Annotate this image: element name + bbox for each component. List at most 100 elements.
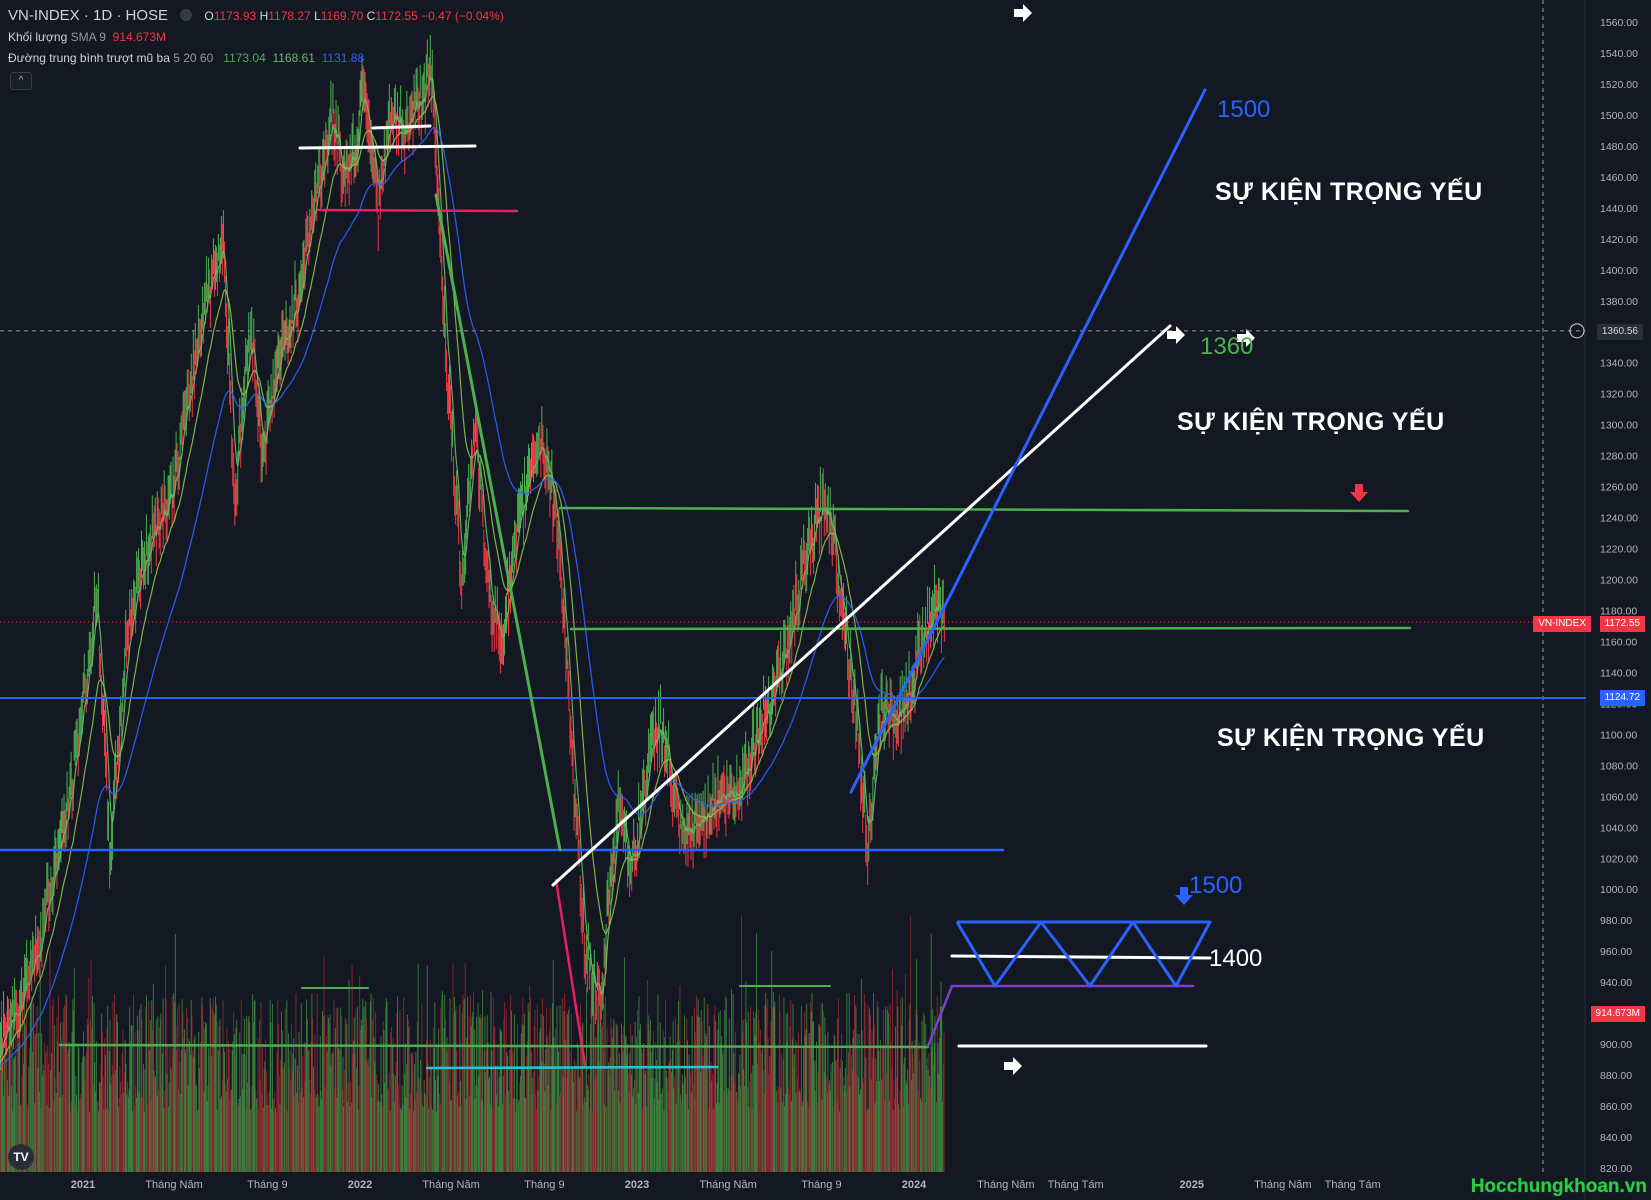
volume-bar [542, 998, 544, 1172]
volume-bar [596, 1074, 597, 1172]
volume-bar [656, 1081, 658, 1172]
volume-bar [342, 1056, 344, 1172]
pink-line[interactable] [316, 208, 519, 213]
volume-bar [314, 1034, 316, 1172]
volume-bar [938, 1073, 940, 1172]
volume-bar [903, 1063, 905, 1172]
volume-bar [819, 1027, 821, 1172]
volume-bar [505, 1008, 507, 1172]
volume-bar [632, 1096, 634, 1172]
volume-bar [696, 995, 698, 1172]
volume-bar [910, 1080, 912, 1172]
volume-bar [570, 1070, 572, 1172]
volume-bar [575, 1063, 577, 1172]
volume-bar [805, 1029, 807, 1172]
volume-bar [265, 1070, 267, 1172]
volume-bar [231, 1050, 233, 1172]
volume-bar [53, 1101, 55, 1172]
volume-bar [152, 983, 154, 1172]
tradingview-logo[interactable]: TV [8, 1144, 34, 1170]
arrow-right-icon[interactable] [1167, 326, 1185, 344]
volume-bar [724, 1009, 726, 1172]
volume-bar [832, 1062, 833, 1172]
volume-bar [448, 1044, 449, 1172]
volume-bar [252, 993, 254, 1172]
volume-bar [385, 998, 387, 1172]
volume-bar [727, 1094, 729, 1172]
arrow-down-blue-icon[interactable] [1175, 887, 1193, 905]
arrow-right-icon[interactable] [1014, 4, 1032, 22]
volume-bar [484, 1016, 486, 1172]
volume-bar [892, 1110, 894, 1172]
hline-mid-green[interactable] [569, 626, 1412, 631]
top-white-line[interactable] [298, 144, 477, 150]
top-white-short-line[interactable] [371, 124, 432, 130]
volume-bar [600, 1028, 602, 1172]
volume-bar [790, 1000, 792, 1172]
volume-bar [589, 1108, 591, 1172]
crosshair-plus-icon[interactable] [1569, 323, 1585, 339]
zigzag-pattern[interactable] [955, 920, 1212, 988]
volume-bar [873, 1024, 875, 1172]
green-down-trend-line[interactable] [434, 193, 562, 852]
volume-bar [235, 1027, 237, 1172]
purple-rise-line[interactable] [926, 984, 954, 1048]
volume-bar [577, 1047, 579, 1172]
volume-bar [412, 1051, 414, 1172]
volume-bar [586, 986, 588, 1172]
volume-bar [928, 1052, 930, 1172]
volume-bar [100, 1064, 102, 1172]
symbol-legend[interactable]: VN-INDEX · 1D · HOSE O1173.93 H1178.27 L… [8, 7, 504, 24]
volume-bar [596, 1022, 598, 1172]
ema-legend[interactable]: Đường trung bình trượt mũ ba 5 20 60 117… [8, 51, 364, 65]
volume-bar [371, 1096, 373, 1172]
volume-bar [451, 1066, 453, 1172]
arrow-right-icon[interactable] [1237, 329, 1255, 347]
volume-bar [399, 1009, 401, 1172]
x-tick-label: Tháng 9 [247, 1179, 287, 1191]
volume-bar [694, 1032, 696, 1172]
collapse-legend-button[interactable]: ^ [10, 72, 32, 90]
volume-legend[interactable]: Khối lượng SMA 9 914.673M [8, 30, 166, 44]
hline-resistance-green[interactable] [558, 506, 1410, 513]
white-1400-line[interactable] [950, 954, 1212, 960]
arrow-right-icon[interactable] [1004, 1057, 1022, 1075]
volume-bar [467, 1046, 469, 1172]
green-volume-line[interactable] [58, 1043, 930, 1049]
crosshair-price-tag: 1360.56 [1596, 324, 1643, 340]
volume-bar [853, 1029, 855, 1172]
volume-bar [899, 1090, 901, 1172]
volume-bar [13, 1057, 15, 1172]
volume-bar [643, 1043, 644, 1172]
volume-bar [901, 1024, 902, 1172]
y-tick-label: 1340.00 [1600, 358, 1638, 370]
red-down-trend-line[interactable] [554, 878, 587, 1067]
volume-bar [655, 1060, 657, 1172]
arrow-down-red-icon[interactable] [1350, 484, 1368, 502]
volume-bar [48, 1063, 49, 1172]
visibility-toggle-icon[interactable] [180, 9, 193, 22]
volume-bar [745, 980, 747, 1172]
x-tick-label: Tháng 9 [801, 1179, 841, 1191]
volume-bar [812, 1021, 814, 1172]
white-up-trend-line[interactable] [551, 324, 1172, 887]
volume-bar [334, 1088, 336, 1172]
volume-bar [881, 1079, 883, 1172]
volume-bar [210, 1003, 212, 1172]
volume-bar [758, 1019, 760, 1172]
volume-bar [357, 1109, 359, 1172]
open-label: O [204, 9, 214, 23]
volume-bar [148, 1001, 150, 1172]
symbol-title[interactable]: VN-INDEX · 1D · HOSE [8, 7, 169, 24]
volume-bar [580, 1004, 581, 1172]
volume-bar [138, 1092, 140, 1172]
y-tick-label: 1540.00 [1600, 48, 1638, 60]
volume-bar [119, 1066, 121, 1172]
volume-bar [500, 1030, 502, 1172]
volume-bar [127, 1082, 128, 1172]
cyan-volume-line[interactable] [425, 1065, 719, 1070]
volume-bar [487, 1042, 489, 1172]
volume-bar [70, 1111, 71, 1172]
blue-up-trend-line[interactable] [849, 88, 1207, 794]
